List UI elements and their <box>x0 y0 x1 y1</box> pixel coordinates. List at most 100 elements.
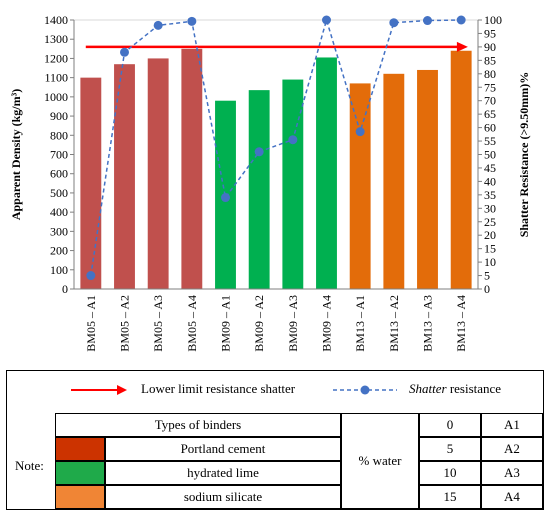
legend-shatter-rest: resistance <box>446 381 502 396</box>
shatter-point-4 <box>187 16 197 26</box>
x-tick-label: BM13 – A4 <box>454 295 468 352</box>
binders-header: Types of binders <box>55 413 341 437</box>
y2-tick-label: 80 <box>484 67 496 81</box>
x-tick-label: BM13 – A2 <box>387 295 401 352</box>
water-label: % water <box>341 413 419 509</box>
y2-tick-label: 30 <box>484 201 496 215</box>
x-tick-label: BM05 – A4 <box>185 295 199 352</box>
shatter-point-12 <box>456 15 466 25</box>
y2-tick-label: 90 <box>484 40 496 54</box>
y2-tick-label: 40 <box>484 174 496 188</box>
shatter-point-6 <box>254 147 264 157</box>
y-tick-label: 1400 <box>44 13 68 27</box>
bar-1 <box>80 77 102 290</box>
y2-tick-label: 65 <box>484 107 496 121</box>
shatter-point-5 <box>221 193 230 203</box>
bar-8 <box>316 57 337 289</box>
y2-tick-label: 15 <box>484 242 496 256</box>
bar-12 <box>450 50 472 289</box>
y2-axis-title: Shatter Resistance (>9.50mm)% <box>517 72 531 238</box>
x-tick-label: BM13 – A1 <box>353 295 367 352</box>
y2-tick-label: 10 <box>484 255 496 269</box>
shatter-point-11 <box>423 16 432 26</box>
shatter-resistance-line <box>90 17 462 276</box>
y-tick-label: 700 <box>50 148 68 162</box>
shatter-point-1 <box>86 271 96 281</box>
y-tick-label: 0 <box>62 282 68 296</box>
y2-tick-label: 55 <box>484 134 496 148</box>
shatter-point-10 <box>389 18 399 28</box>
water-code-a2: A2 <box>481 437 543 461</box>
y-tick-label: 1100 <box>44 71 68 85</box>
y-tick-label: 300 <box>50 224 68 238</box>
y2-tick-label: 85 <box>484 53 496 67</box>
bar-2 <box>114 64 135 289</box>
swatch-sodium-silicate <box>55 485 105 509</box>
swatch-hydrated-lime <box>55 461 105 485</box>
water-pct-10: 10 <box>419 461 481 485</box>
x-tick-label: BM09 – A4 <box>320 295 334 352</box>
y-tick-label: 1200 <box>44 51 68 65</box>
y2-tick-label: 45 <box>484 161 496 175</box>
y-tick-label: 900 <box>50 109 68 123</box>
shatter-point-8 <box>322 15 331 25</box>
chart-area: 0 100 200 300 400 500 600 700 800 900 1000 1100 1200… <box>9 13 531 352</box>
note-legend-box: Note: Lower limit resistance shatter Sha… <box>6 370 544 510</box>
water-pct-15: 15 <box>419 485 481 509</box>
bar-9 <box>349 83 371 290</box>
swatch-portland-cement <box>55 437 105 461</box>
legend-shatter-resistance: Shatter resistance <box>409 381 501 397</box>
x-tick-label: BM09 – A2 <box>252 295 266 352</box>
y-tick-label: 400 <box>50 205 68 219</box>
water-code-a3: A3 <box>481 461 543 485</box>
binder-portland-cement: Portland cement <box>105 437 341 461</box>
y-tick-label: 1000 <box>44 90 68 104</box>
shatter-point-9 <box>355 127 365 137</box>
x-tick-label: BM09 – A3 <box>286 295 300 352</box>
bar-3 <box>147 58 169 289</box>
x-tick-label: BM05 – A3 <box>151 295 165 352</box>
y-tick-label: 600 <box>50 167 68 181</box>
binder-hydrated-lime: hydrated lime <box>105 461 341 485</box>
red-arrow-icon <box>71 385 127 395</box>
y2-tick-label: 100 <box>484 13 502 27</box>
water-code-a4: A4 <box>481 485 543 509</box>
note-label: Note: <box>15 458 44 473</box>
dashed-line-marker-icon <box>333 385 397 395</box>
y2-tick-label: 25 <box>484 215 496 229</box>
shatter-point-2 <box>120 47 129 57</box>
y-axis-title: Apparent Density (kg/m³) <box>9 89 23 220</box>
bar-7 <box>282 79 304 289</box>
y2-tick-label: 50 <box>484 148 496 162</box>
legend-shatter-italic: Shatter <box>409 381 447 396</box>
y-tick-label: 100 <box>50 263 68 277</box>
bar-6 <box>248 90 270 289</box>
y2-tick-label: 35 <box>484 188 496 202</box>
binder-sodium-silicate: sodium silicate <box>105 485 341 509</box>
water-code-a1: A1 <box>481 413 543 437</box>
combo-chart: 0100200300400500600700800900100011001200… <box>9 13 531 352</box>
x-tick-label: BM13 – A3 <box>421 295 435 352</box>
legend-lower-limit: Lower limit resistance shatter <box>141 381 296 396</box>
y2-tick-label: 60 <box>484 121 496 135</box>
shatter-point-3 <box>153 20 163 30</box>
y2-tick-label: 70 <box>484 94 496 108</box>
x-tick-label: BM09 – A1 <box>219 295 233 352</box>
y2-tick-label: 20 <box>484 228 496 242</box>
bar-10 <box>383 73 405 289</box>
bar-11 <box>417 69 438 289</box>
y2-tick-label: 75 <box>484 80 496 94</box>
water-pct-0: 0 <box>419 413 481 437</box>
shatter-point-7 <box>288 135 298 145</box>
bar-4 <box>181 48 203 290</box>
x-tick-label: BM05 – A1 <box>84 295 98 352</box>
y-tick-label: 800 <box>50 128 68 142</box>
y2-tick-label: 5 <box>484 269 490 283</box>
y2-tick-label: 0 <box>484 282 490 296</box>
y2-tick-label: 95 <box>484 26 496 40</box>
y-tick-label: 500 <box>50 186 68 200</box>
x-tick-label: BM05 – A2 <box>118 295 132 352</box>
lower-limit-arrowhead <box>456 41 468 52</box>
y-tick-label: 1300 <box>44 32 68 46</box>
water-pct-5: 5 <box>419 437 481 461</box>
